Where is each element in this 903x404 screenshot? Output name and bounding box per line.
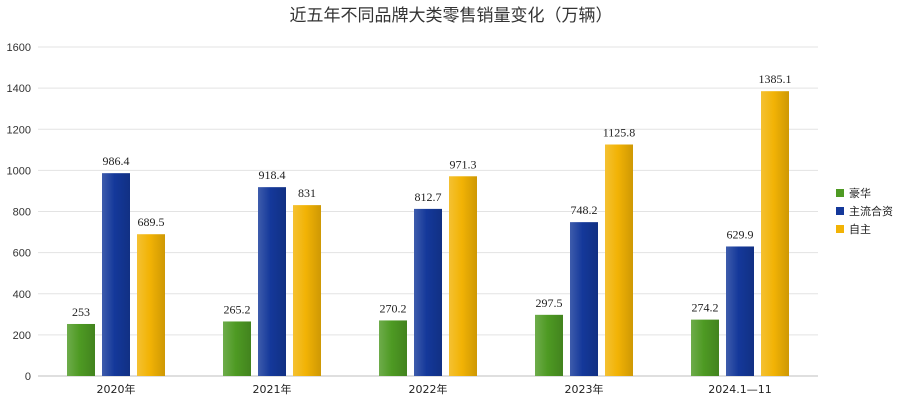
y-tick-label: 0 (25, 371, 31, 383)
bar-2-1 (414, 208, 442, 376)
bar-4-1 (726, 246, 754, 376)
legend-label: 主流合资 (849, 204, 893, 218)
bar-0-2 (137, 234, 165, 376)
y-tick-label: 1000 (7, 165, 31, 177)
legend-swatch (836, 225, 844, 233)
data-label: 297.5 (536, 296, 563, 310)
data-label: 748.2 (571, 203, 598, 217)
data-label: 812.7 (415, 190, 442, 204)
data-label: 918.4 (259, 168, 286, 182)
bar-2-0 (379, 320, 407, 376)
data-label: 253 (72, 305, 90, 319)
legend-swatch (836, 189, 844, 197)
x-tick-label: 2020年 (97, 382, 136, 396)
data-labels: 253 986.4 689.5 265.2 918.4 831 270.2 812.7 971.… (72, 72, 792, 319)
data-label: 689.5 (138, 215, 165, 229)
data-label: 831 (298, 186, 316, 200)
data-label: 1125.8 (603, 126, 636, 140)
y-tick-label: 1200 (7, 124, 31, 136)
chart-title: 近五年不同品牌大类零售销量变化（万辆） (290, 6, 613, 26)
legend-label: 豪华 (849, 186, 871, 200)
y-tick-label: 600 (13, 248, 31, 260)
bar-1-1 (258, 187, 286, 376)
legend-swatch (836, 207, 844, 215)
data-label: 971.3 (450, 157, 477, 171)
y-axis: 0 200 400 600 800 1000 1200 1400 1600 (7, 42, 31, 383)
bar-1-0 (223, 321, 251, 376)
x-axis: 2020年 2021年 2022年 2023年 2024.1—11 (97, 382, 772, 396)
y-tick-label: 400 (13, 289, 31, 301)
bar-0-0 (67, 323, 95, 376)
x-tick-label: 2023年 (565, 382, 604, 396)
data-label: 265.2 (224, 302, 251, 316)
bar-0-1 (102, 173, 130, 376)
data-label: 629.9 (727, 227, 754, 241)
bar-1-2 (293, 205, 321, 376)
data-label: 986.4 (103, 154, 130, 168)
bar-4-0 (691, 319, 719, 376)
x-tick-label: 2022年 (409, 382, 448, 396)
bar-3-1 (570, 222, 598, 376)
bar-2-2 (449, 176, 477, 376)
bars (67, 91, 789, 376)
x-tick-label: 2021年 (253, 382, 292, 396)
bar-3-0 (535, 314, 563, 376)
bar-4-2 (761, 91, 789, 376)
y-tick-label: 1400 (7, 83, 31, 95)
x-tick-label: 2024.1—11 (708, 383, 772, 396)
data-label: 274.2 (692, 301, 719, 315)
data-label: 1385.1 (759, 72, 792, 86)
legend-label: 自主 (849, 223, 871, 236)
y-tick-label: 800 (13, 207, 31, 219)
y-tick-label: 200 (13, 330, 31, 342)
bar-3-2 (605, 144, 633, 376)
y-tick-label: 1600 (7, 42, 31, 54)
data-label: 270.2 (380, 301, 407, 315)
